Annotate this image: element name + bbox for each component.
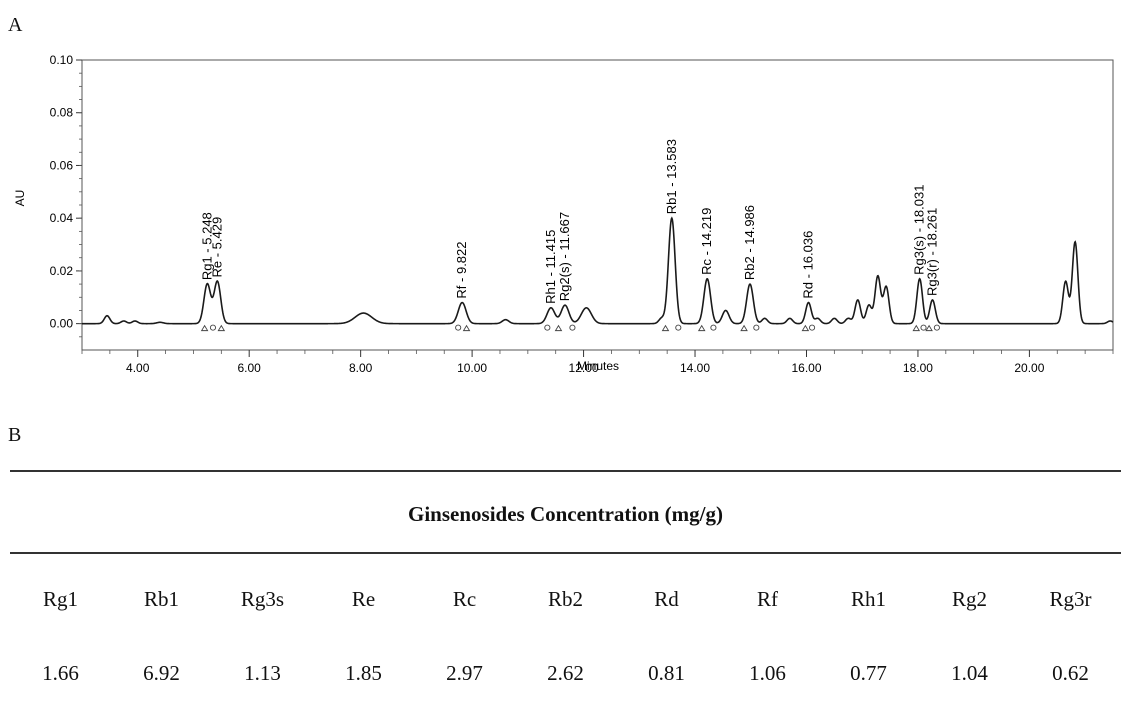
value-cell: 1.04 xyxy=(951,661,988,685)
plot-frame xyxy=(81,59,1114,351)
baseline-marker xyxy=(675,324,682,331)
peak-label: Re - 5.429 xyxy=(209,217,224,278)
baseline-marker xyxy=(933,324,940,331)
x-tick-label: 10.00 xyxy=(457,361,487,375)
y-tick-label: 0.04 xyxy=(50,211,74,225)
chart-axes xyxy=(81,59,1114,351)
value-cell: 1.13 xyxy=(244,661,281,685)
panel-a-label: A xyxy=(8,14,23,36)
header-cell: Re xyxy=(351,587,376,611)
y-tick-label: 0.02 xyxy=(50,264,74,278)
peak-label: Rf - 9.822 xyxy=(454,241,469,298)
y-tick-label: 0.00 xyxy=(50,317,74,331)
y-tick-label: 0.06 xyxy=(50,158,74,172)
table-title: Ginsenosides Concentration (mg/g) xyxy=(408,502,723,526)
chromatogram-trace xyxy=(82,216,1114,325)
x-tick-label: 8.00 xyxy=(349,361,373,375)
peak-label: Rg3(s) - 18.031 xyxy=(912,185,927,275)
baseline-marker xyxy=(462,324,471,332)
baseline-marker xyxy=(912,324,921,332)
value-cell: 1.66 xyxy=(42,661,79,685)
baseline-marker xyxy=(920,324,927,331)
value-cell: 0.62 xyxy=(1052,661,1089,685)
header-cell: Rb2 xyxy=(547,587,583,611)
baseline-marker xyxy=(455,324,462,331)
value-cell: 1.06 xyxy=(749,661,786,685)
baseline-marker xyxy=(925,324,933,332)
y-tick-label: 0.10 xyxy=(50,53,74,67)
baseline-marker xyxy=(217,324,226,332)
chart-ticks: 0.00 0.02 0.04 0.06 0.08 0.10 4.00 6.00 8.00 10.0… xyxy=(50,53,1114,375)
baseline-marker xyxy=(809,324,816,331)
peak-label: Rb1 - 13.583 xyxy=(664,139,679,214)
value-cell: 2.62 xyxy=(547,661,584,685)
peak-label: Rg1 - 5.248 xyxy=(199,212,214,280)
baseline-marker xyxy=(697,324,706,332)
x-tick-label: 16.00 xyxy=(791,361,821,375)
x-tick-label: 6.00 xyxy=(238,361,262,375)
x-tick-label: 14.00 xyxy=(680,361,710,375)
value-cell: 6.92 xyxy=(143,661,180,685)
chromatogram-chart: 0.00 0.02 0.04 0.06 0.08 0.10 4.00 6.00 8.00 10.0… xyxy=(13,53,1114,375)
y-tick-label: 0.08 xyxy=(50,106,74,120)
peak-label: Rg3(r) - 18.261 xyxy=(924,208,939,296)
peak-markers xyxy=(200,324,940,332)
value-cell: 0.81 xyxy=(648,661,685,685)
table-header-row: Rg1 Rb1 Rg3s Re Rc Rb2 Rd Rf Rh1 Rg2 Rg3… xyxy=(10,587,1121,612)
value-cell: 1.85 xyxy=(345,661,382,685)
header-cell: Rb1 xyxy=(143,587,179,611)
table-header-rule xyxy=(10,552,1121,554)
baseline-marker xyxy=(200,324,209,332)
x-tick-label: 18.00 xyxy=(903,361,933,375)
header-cell: Rg2 xyxy=(951,587,987,611)
header-cell: Rc xyxy=(452,587,477,611)
header-cell: Rg1 xyxy=(42,587,78,611)
baseline-marker xyxy=(661,324,670,332)
peak-label: Rc - 14.219 xyxy=(699,208,714,275)
baseline-marker xyxy=(544,324,551,331)
peak-label: Rd - 16.036 xyxy=(800,231,815,299)
x-tick-label: 12.00 xyxy=(569,361,599,375)
x-tick-label: 20.00 xyxy=(1014,361,1044,375)
header-cell: Rd xyxy=(654,587,679,611)
table-top-rule xyxy=(10,470,1121,472)
header-cell: Rh1 xyxy=(850,587,886,611)
baseline-marker xyxy=(801,324,810,332)
baseline-marker xyxy=(554,324,563,332)
header-cell: Rg3s xyxy=(240,587,285,611)
x-axis-label: Minutes xyxy=(577,359,619,373)
baseline-marker xyxy=(753,324,760,331)
x-tick-label: 4.00 xyxy=(126,361,150,375)
header-cell: Rf xyxy=(757,587,778,611)
baseline-marker xyxy=(569,324,576,331)
value-cell: 2.97 xyxy=(446,661,483,685)
y-axis-label: AU xyxy=(13,190,27,207)
baseline-marker xyxy=(209,324,217,331)
peak-label: Rg2(s) - 11.667 xyxy=(557,212,572,301)
baseline-marker xyxy=(710,324,717,331)
value-cell: 0.77 xyxy=(850,661,887,685)
table-value-row: 1.66 6.92 1.13 1.85 2.97 2.62 0.81 1.06 … xyxy=(10,661,1121,686)
peak-label: Rb2 - 14.986 xyxy=(742,205,757,280)
panel-b-label: B xyxy=(8,424,22,446)
baseline-marker xyxy=(740,324,748,332)
header-cell: Rg3r xyxy=(1049,587,1092,611)
peak-label: Rh1 - 11.415 xyxy=(543,230,558,304)
